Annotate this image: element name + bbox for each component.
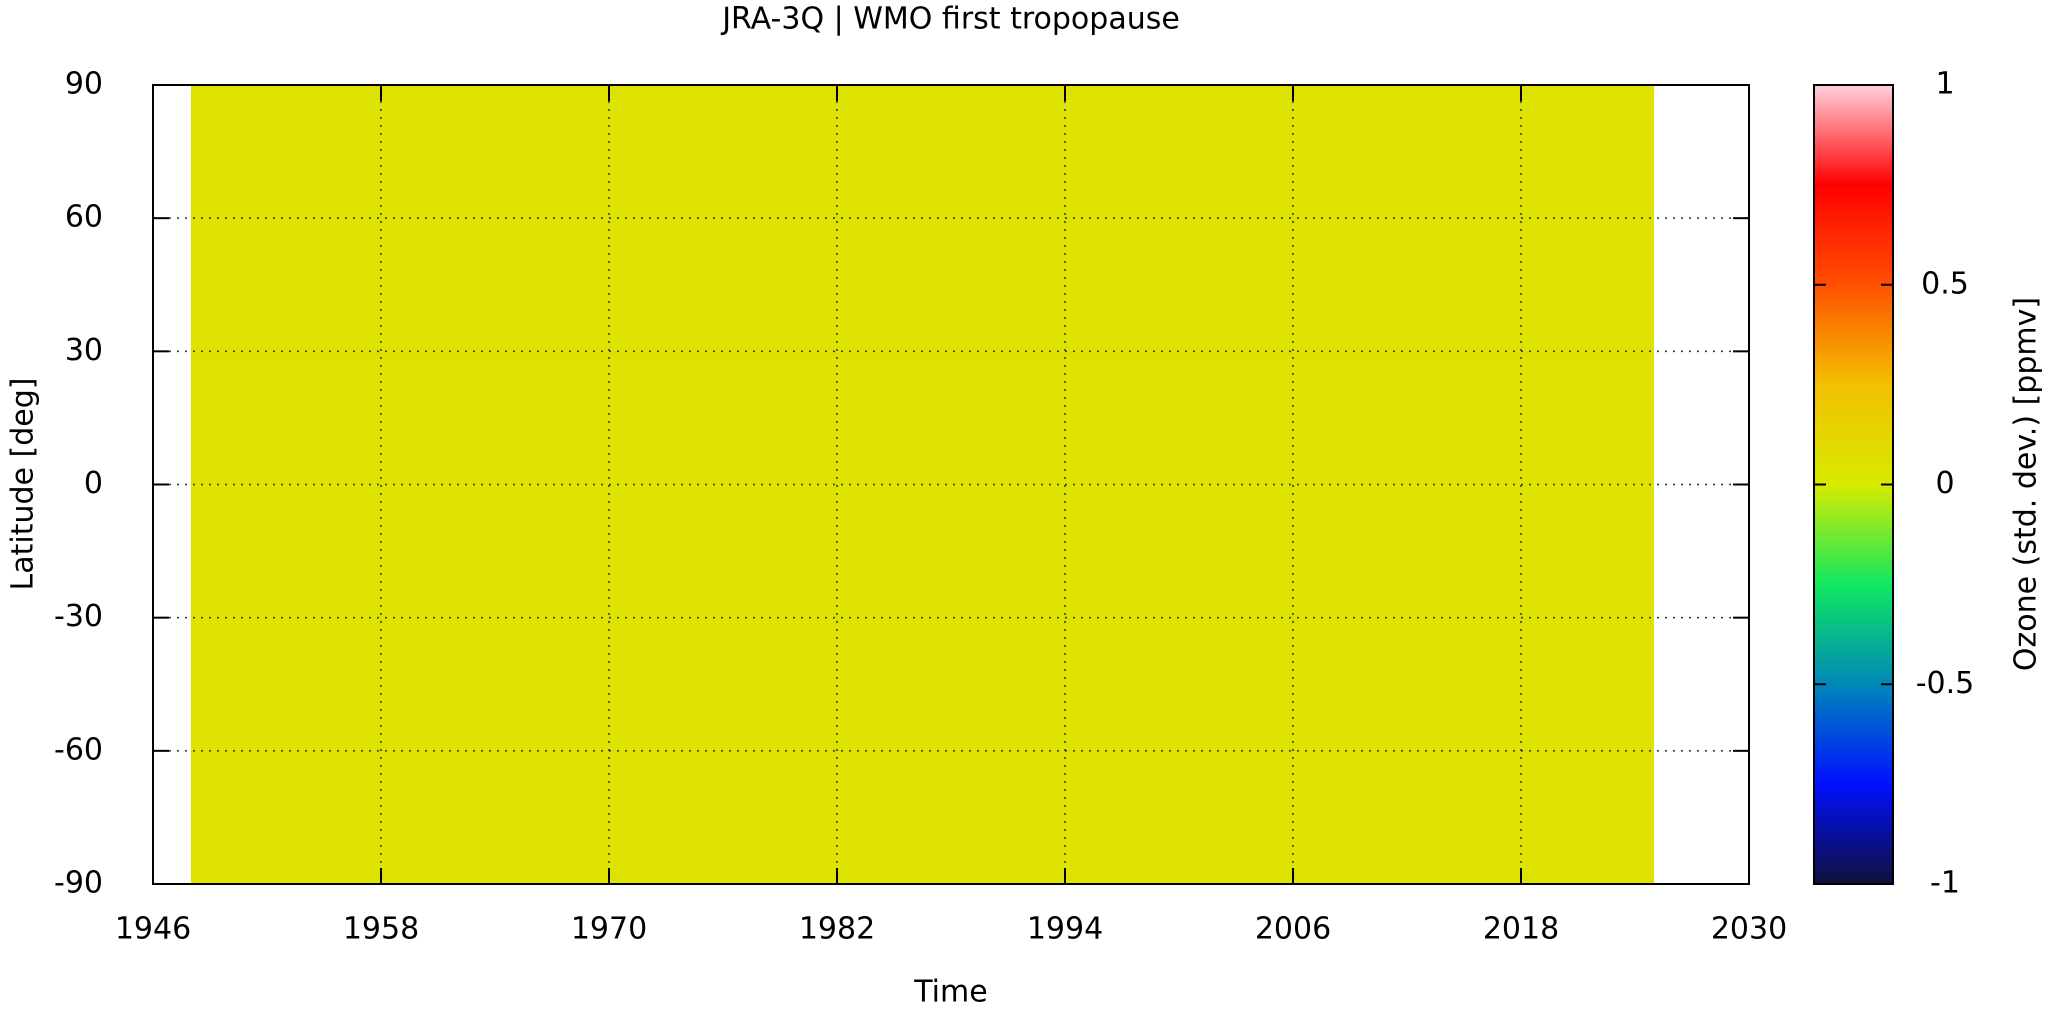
y-tick-label: -90 — [54, 866, 103, 901]
chart-title: JRA-3Q | WMO first tropopause — [720, 2, 1180, 37]
y-axis-label: Latitude [deg] — [6, 378, 41, 591]
colorbar-tick-label: -0.5 — [1916, 666, 1975, 701]
x-tick-label: 1946 — [115, 912, 191, 947]
y-tick-label: 90 — [65, 67, 103, 102]
y-tick-label: 0 — [84, 466, 103, 501]
plot-frame — [152, 84, 1750, 885]
colorbar-tick-label: 1 — [1935, 67, 1954, 102]
x-tick-label: 1970 — [571, 912, 647, 947]
x-tick-label: 1958 — [343, 912, 419, 947]
y-tick-label: -30 — [54, 599, 103, 634]
x-tick-label: 2018 — [1483, 912, 1559, 947]
colorbar-tick-label: -1 — [1930, 866, 1960, 901]
colorbar-label: Ozone (std. dev.) [ppmv] — [2009, 297, 2044, 671]
x-tick-label: 1994 — [1027, 912, 1103, 947]
x-tick-label: 2030 — [1711, 912, 1787, 947]
colorbar-tick-label: 0 — [1935, 466, 1954, 501]
x-tick-label: 1982 — [799, 912, 875, 947]
y-tick-label: -60 — [54, 732, 103, 767]
y-tick-label: 30 — [65, 333, 103, 368]
x-tick-label: 2006 — [1255, 912, 1331, 947]
y-tick-label: 60 — [65, 200, 103, 235]
x-axis-label: Time — [913, 975, 987, 1010]
colorbar-tick-label: 0.5 — [1921, 266, 1969, 301]
